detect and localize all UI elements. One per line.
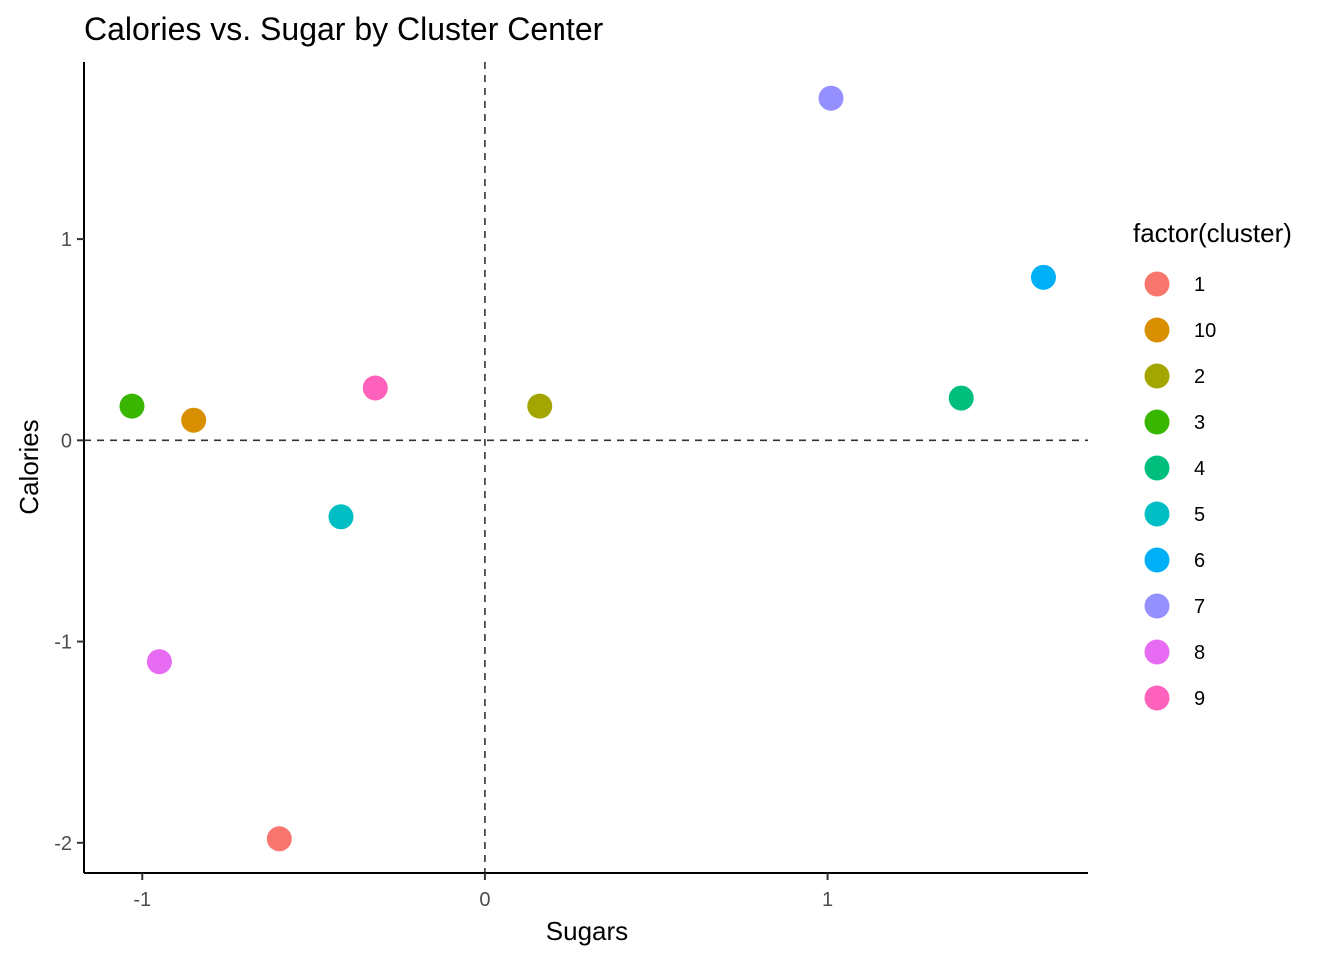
- legend-key-cluster-6: [1144, 547, 1170, 573]
- y-axis-ticks: -2 -1 0 1: [54, 229, 84, 855]
- legend-key-cluster-10: [1144, 317, 1170, 343]
- legend-label-cluster-3: 3: [1194, 412, 1205, 434]
- legend-label-cluster-4: 4: [1194, 458, 1205, 480]
- chart-title: Calories vs. Sugar by Cluster Center: [84, 11, 604, 47]
- legend-title: factor(cluster): [1133, 218, 1292, 248]
- legend-key-cluster-3: [1144, 409, 1170, 435]
- legend-key-cluster-7: [1144, 593, 1170, 619]
- y-tick-label: 0: [61, 430, 72, 452]
- data-point-cluster-9: [362, 375, 388, 401]
- data-point-cluster-3: [119, 393, 145, 419]
- data-point-cluster-1: [266, 826, 292, 852]
- legend-label-cluster-5: 5: [1194, 504, 1205, 526]
- legend-label-cluster-10: 10: [1194, 320, 1216, 342]
- x-axis-ticks: -1 0 1: [133, 873, 833, 911]
- data-point-cluster-4: [948, 385, 974, 411]
- data-point-cluster-6: [1030, 264, 1056, 290]
- x-tick-label: 0: [479, 889, 490, 911]
- x-tick-label: -1: [133, 889, 151, 911]
- x-tick-label: 1: [822, 889, 833, 911]
- data-point-cluster-2: [527, 393, 553, 419]
- y-tick-label: -1: [54, 632, 72, 654]
- y-tick-label: 1: [61, 229, 72, 251]
- legend-key-cluster-4: [1144, 455, 1170, 481]
- x-axis-title: Sugars: [546, 916, 628, 946]
- legend-label-cluster-1: 1: [1194, 274, 1205, 296]
- y-tick-label: -2: [54, 833, 72, 855]
- data-point-cluster-10: [181, 407, 207, 433]
- legend-key-cluster-9: [1144, 685, 1170, 711]
- legend-label-cluster-2: 2: [1194, 366, 1205, 388]
- legend-items: 1 10 2 3 4 5 6 7 8 9: [1144, 271, 1216, 711]
- legend-key-cluster-5: [1144, 501, 1170, 527]
- data-point-cluster-7: [818, 85, 844, 111]
- legend-label-cluster-6: 6: [1194, 550, 1205, 572]
- legend-label-cluster-8: 8: [1194, 642, 1205, 664]
- data-points: [119, 85, 1056, 852]
- legend-label-cluster-7: 7: [1194, 596, 1205, 618]
- legend-key-cluster-2: [1144, 363, 1170, 389]
- data-point-cluster-5: [328, 504, 354, 530]
- plot-area: -1 0 1 -2 -1 0 1: [54, 62, 1088, 911]
- data-point-cluster-8: [146, 649, 172, 675]
- legend-label-cluster-9: 9: [1194, 688, 1205, 710]
- legend-key-cluster-1: [1144, 271, 1170, 297]
- y-axis-title: Calories: [14, 419, 44, 514]
- legend-key-cluster-8: [1144, 639, 1170, 665]
- legend: factor(cluster) 1 10 2 3 4 5 6 7 8 9: [1133, 218, 1292, 711]
